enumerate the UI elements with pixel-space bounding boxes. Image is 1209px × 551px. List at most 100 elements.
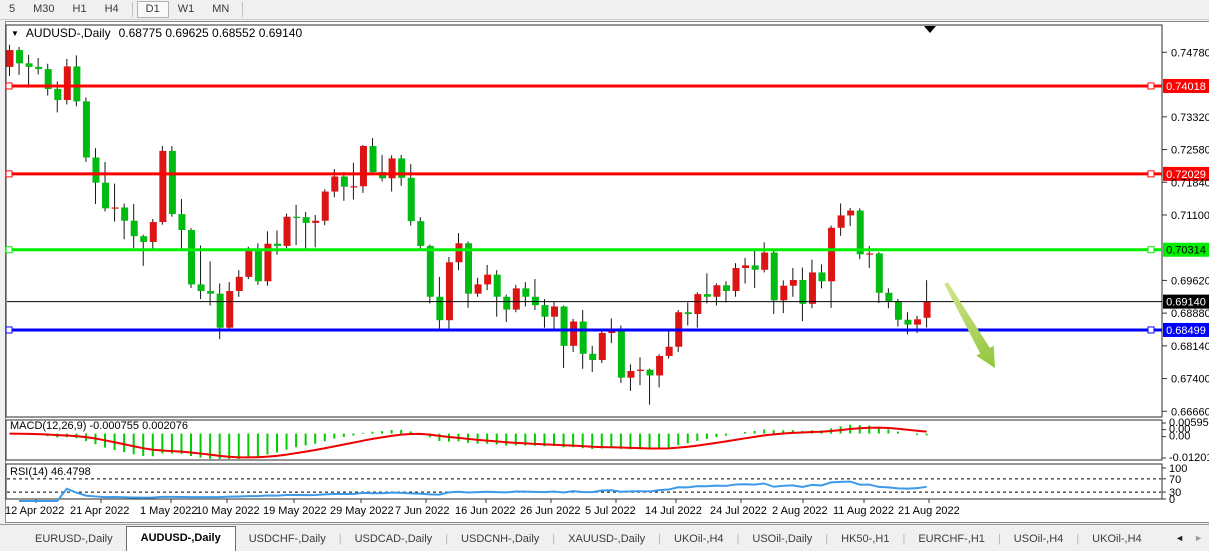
date-label: 24 Jul 2022 [710, 505, 767, 517]
chart-tab-ukoil-h4[interactable]: UKOil-,H4 [674, 533, 724, 545]
chart-tab-audusd-daily[interactable]: AUDUSD-,Daily [125, 526, 236, 551]
hline-handle[interactable] [1147, 246, 1155, 254]
hline-handle[interactable] [5, 246, 13, 254]
tab-scroll-right-icon[interactable]: ► [1194, 532, 1203, 543]
chart-ohlc-values: 0.68775 0.69625 0.68552 0.69140 [118, 26, 303, 40]
rsi-axis-label: 0 [1169, 494, 1175, 506]
tab-separator: | [552, 533, 556, 545]
hline-handle[interactable] [5, 82, 13, 90]
macd-pane: 0.0059580.000.00-0.012015 [9, 417, 1209, 464]
chart-tab-usoil-daily[interactable]: USOil-,Daily [752, 533, 813, 545]
date-label: 5 Jul 2022 [585, 505, 636, 517]
price-badge [1163, 242, 1209, 257]
toolbar-separator [242, 2, 244, 17]
price-tick-label: 0.71840 [1171, 177, 1209, 189]
macd-axis-label: 0.005958 [1169, 417, 1209, 429]
hline-handle[interactable] [5, 326, 13, 334]
toolbar-separator [131, 2, 133, 17]
tab-separator: | [736, 533, 740, 545]
date-label: 7 Jun 2022 [395, 505, 449, 517]
hline-handle[interactable] [1147, 170, 1155, 178]
chart-window [5, 21, 1209, 523]
rsi-indicator-label: RSI(14) 46.4798 [10, 466, 91, 478]
timeframe-toolbar: 5 M30 H1 H4 D1 W1 MN [0, 0, 1209, 20]
chart-tab-usdcad-daily[interactable]: USDCAD-,Daily [354, 533, 433, 545]
macd-axis-label: 0.00 [1169, 431, 1190, 443]
price-levels: 0.74018 0.72029 0.70314 0.69140 0.68499 [5, 78, 1209, 337]
rsi-axis-label: 70 [1169, 474, 1181, 486]
price-tick-label: 0.69620 [1171, 275, 1209, 287]
price-badge-label: 0.72029 [1166, 169, 1206, 181]
tab-separator: | [997, 533, 1001, 545]
chart-tab-eurusd-daily[interactable]: EURUSD-,Daily [35, 533, 113, 545]
chart-title: ▼ AUDUSD-,Daily 0.68775 0.69625 0.68552 0.… [11, 26, 302, 40]
price-tick-label: 0.67400 [1171, 374, 1209, 386]
price-tick-label: 0.66660 [1171, 406, 1209, 418]
price-badge-label: 0.74018 [1166, 81, 1206, 93]
chart-tab-usdcnh-daily[interactable]: USDCNH-,Daily [461, 533, 540, 545]
price-tick-label: 0.68880 [1171, 308, 1209, 320]
hline-handle[interactable] [1147, 82, 1155, 90]
price-tick-label: 0.68140 [1171, 341, 1209, 353]
date-label: 21 Aug 2022 [898, 505, 960, 517]
date-label: 19 May 2022 [263, 505, 327, 517]
date-label: 2 Aug 2022 [772, 505, 828, 517]
date-label: 14 Jul 2022 [645, 505, 702, 517]
down-arrow-annotation[interactable] [944, 282, 995, 368]
rsi-axis-label: 100 [1169, 463, 1187, 475]
timeframe-button-m30[interactable]: M30 [33, 3, 55, 15]
date-label: 21 Apr 2022 [70, 505, 129, 517]
timeframe-button-h4[interactable]: H4 [104, 3, 119, 15]
hline-handle[interactable] [1147, 326, 1155, 334]
candles [6, 44, 931, 405]
macd-axis-label: 0.00 [1169, 424, 1190, 436]
tab-separator: | [445, 533, 449, 545]
date-label: 10 May 2022 [196, 505, 260, 517]
macd-indicator-label: MACD(12,26,9) -0.000755 0.002076 [10, 420, 188, 432]
timeframe-button-w1[interactable]: W1 [177, 3, 195, 15]
price-badge-label: 0.70314 [1166, 245, 1206, 257]
hline-handle[interactable] [5, 170, 13, 178]
timeframe-button-d1[interactable]: D1 [136, 1, 169, 18]
price-badge-label: 0.69140 [1166, 297, 1206, 309]
timeframe-button-mn[interactable]: MN [212, 3, 230, 15]
chart-tab-ukoil-h4[interactable]: UKOil-,H4 [1092, 533, 1142, 545]
price-badge [1163, 166, 1209, 181]
date-label: 26 Jun 2022 [520, 505, 581, 517]
price-badge [1163, 78, 1209, 93]
rsi-axis-label: 30 [1169, 487, 1181, 499]
price-badge [1163, 294, 1209, 309]
tab-scroll-controls: ◄ ► [1175, 525, 1209, 551]
chart-tab-usdchf-daily[interactable]: USDCHF-,Daily [248, 533, 326, 545]
rsi-line [19, 480, 927, 502]
tab-separator: | [658, 533, 662, 545]
date-label: 1 May 2022 [140, 505, 197, 517]
date-label: 29 May 2022 [330, 505, 394, 517]
chart-tab-eurchf-h1[interactable]: EURCHF-,H1 [918, 533, 985, 545]
timeframe-button-5[interactable]: 5 [9, 3, 16, 15]
date-label: 12 Apr 2022 [5, 505, 64, 517]
pane-frames [5, 24, 1163, 500]
price-tick-label: 0.71100 [1171, 210, 1209, 222]
chart-tab-xauusd-daily[interactable]: XAUUSD-,Daily [568, 533, 646, 545]
chart-tab-usoil-h4[interactable]: USOil-,H4 [1013, 533, 1064, 545]
date-label: 11 Aug 2022 [833, 505, 894, 517]
price-tick-label: 0.72580 [1171, 145, 1209, 157]
tab-separator: | [825, 533, 829, 545]
macd-signal-line [9, 426, 927, 459]
chart-tab-bar: EURUSD-,Daily AUDUSD-,Daily USDCHF-,Daily |… [0, 524, 1209, 551]
chart-tab-hk50-h1[interactable]: HK50-,H1 [841, 533, 890, 545]
tab-separator: | [338, 533, 342, 545]
price-badge-label: 0.68499 [1166, 325, 1206, 337]
symbol-dropdown-icon[interactable]: ▼ [11, 29, 19, 38]
tab-scroll-left-icon[interactable]: ◄ [1175, 532, 1185, 543]
timeframe-button-h1[interactable]: H1 [72, 3, 87, 15]
tab-separator: | [902, 533, 906, 545]
tab-separator: | [1076, 533, 1080, 545]
price-tick-label: 0.73320 [1171, 112, 1209, 124]
price-axis: 0.74780 0.73320 0.72580 0.71840 0.71100 0.696… [1162, 47, 1209, 418]
